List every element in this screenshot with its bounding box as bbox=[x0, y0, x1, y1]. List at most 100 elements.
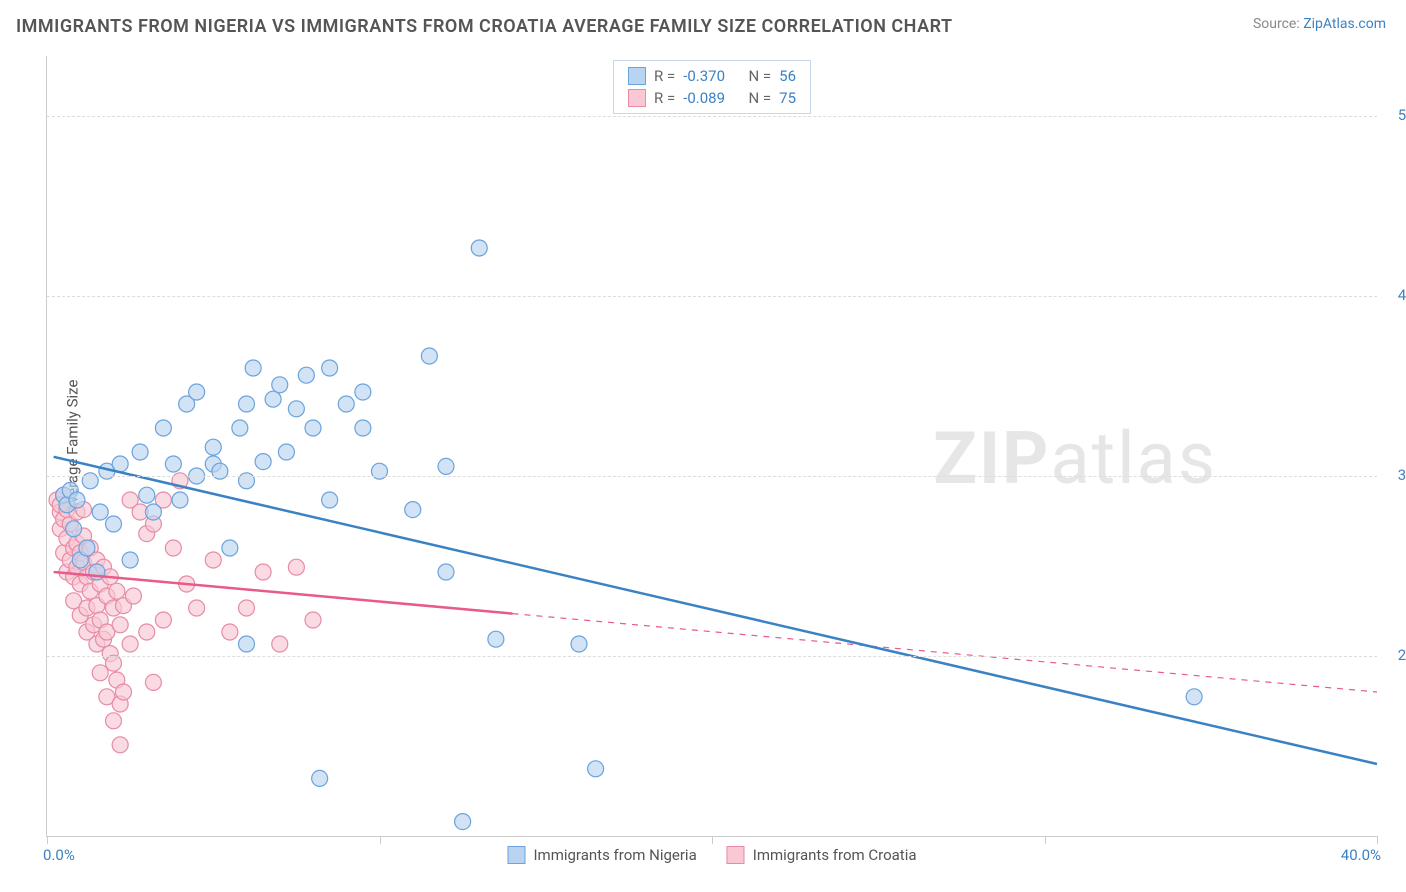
legend-label-croatia: Immigrants from Croatia bbox=[753, 846, 917, 864]
scatter-point-nigeria bbox=[239, 396, 255, 412]
scatter-point-nigeria bbox=[312, 770, 328, 786]
scatter-point-croatia bbox=[305, 612, 321, 628]
scatter-point-nigeria bbox=[438, 458, 454, 474]
source-label: Source: bbox=[1253, 16, 1300, 32]
legend-item-nigeria: Immigrants from Nigeria bbox=[507, 846, 696, 864]
scatter-point-nigeria bbox=[405, 502, 421, 518]
scatter-point-nigeria bbox=[232, 420, 248, 436]
r-label: R = bbox=[654, 89, 675, 107]
scatter-point-croatia bbox=[165, 540, 181, 556]
scatter-point-nigeria bbox=[338, 396, 354, 412]
source-link[interactable]: ZipAtlas.com bbox=[1303, 16, 1386, 32]
gridline bbox=[47, 116, 1377, 117]
gridline bbox=[47, 476, 1377, 477]
scatter-point-nigeria bbox=[588, 761, 604, 777]
scatter-point-nigeria bbox=[255, 454, 271, 470]
legend-item-croatia: Immigrants from Croatia bbox=[727, 846, 917, 864]
r-value-nigeria: -0.370 bbox=[683, 67, 725, 85]
scatter-point-nigeria bbox=[79, 540, 95, 556]
scatter-point-nigeria bbox=[355, 384, 371, 400]
y-tick-label: 2.75 bbox=[1398, 646, 1406, 664]
scatter-point-nigeria bbox=[1186, 689, 1202, 705]
plot-svg bbox=[47, 56, 1377, 836]
scatter-point-croatia bbox=[106, 713, 122, 729]
x-tick bbox=[47, 836, 48, 844]
scatter-point-croatia bbox=[205, 552, 221, 568]
scatter-point-croatia bbox=[288, 559, 304, 575]
scatter-point-croatia bbox=[112, 617, 128, 633]
n-value-croatia: 75 bbox=[779, 89, 796, 107]
scatter-point-croatia bbox=[222, 624, 238, 640]
scatter-point-nigeria bbox=[322, 492, 338, 508]
scatter-point-nigeria bbox=[421, 348, 437, 364]
scatter-point-nigeria bbox=[455, 814, 471, 830]
correlation-row-croatia: R = -0.089 N = 75 bbox=[628, 87, 796, 109]
scatter-point-nigeria bbox=[139, 487, 155, 503]
y-tick-label: 3.50 bbox=[1398, 466, 1406, 484]
scatter-point-nigeria bbox=[571, 636, 587, 652]
scatter-point-nigeria bbox=[132, 444, 148, 460]
n-value-nigeria: 56 bbox=[779, 67, 796, 85]
series-legend: Immigrants from Nigeria Immigrants from … bbox=[507, 846, 916, 864]
chart-container: IMMIGRANTS FROM NIGERIA VS IMMIGRANTS FR… bbox=[0, 0, 1406, 892]
scatter-point-croatia bbox=[189, 600, 205, 616]
scatter-point-nigeria bbox=[205, 439, 221, 455]
scatter-point-nigeria bbox=[92, 504, 108, 520]
chart-title: IMMIGRANTS FROM NIGERIA VS IMMIGRANTS FR… bbox=[16, 16, 953, 37]
scatter-point-nigeria bbox=[69, 492, 85, 508]
scatter-point-croatia bbox=[139, 624, 155, 640]
scatter-point-nigeria bbox=[438, 564, 454, 580]
scatter-point-nigeria bbox=[189, 384, 205, 400]
source-attribution: Source: ZipAtlas.com bbox=[1253, 16, 1386, 32]
scatter-point-nigeria bbox=[145, 504, 161, 520]
x-tick bbox=[380, 836, 381, 844]
swatch-croatia bbox=[727, 846, 745, 864]
y-tick-label: 4.25 bbox=[1398, 286, 1406, 304]
swatch-croatia bbox=[628, 89, 646, 107]
scatter-point-croatia bbox=[106, 655, 122, 671]
scatter-point-croatia bbox=[125, 588, 141, 604]
swatch-nigeria bbox=[628, 67, 646, 85]
scatter-point-croatia bbox=[122, 636, 138, 652]
gridline bbox=[47, 296, 1377, 297]
scatter-point-nigeria bbox=[122, 552, 138, 568]
scatter-point-nigeria bbox=[278, 444, 294, 460]
n-label: N = bbox=[748, 89, 771, 107]
r-label: R = bbox=[654, 67, 675, 85]
scatter-point-nigeria bbox=[106, 516, 122, 532]
scatter-point-nigeria bbox=[112, 456, 128, 472]
scatter-point-nigeria bbox=[155, 420, 171, 436]
x-tick bbox=[1045, 836, 1046, 844]
scatter-point-nigeria bbox=[165, 456, 181, 472]
plot-area: ZIPatlas R = -0.370 N = 56 R = -0.089 N … bbox=[46, 56, 1377, 837]
scatter-point-croatia bbox=[109, 583, 125, 599]
x-axis-max-label: 40.0% bbox=[1341, 846, 1381, 864]
scatter-point-nigeria bbox=[355, 420, 371, 436]
x-axis-min-label: 0.0% bbox=[43, 846, 75, 864]
scatter-point-nigeria bbox=[298, 367, 314, 383]
scatter-point-nigeria bbox=[488, 631, 504, 647]
r-value-croatia: -0.089 bbox=[683, 89, 725, 107]
scatter-point-nigeria bbox=[172, 492, 188, 508]
scatter-point-croatia bbox=[92, 665, 108, 681]
scatter-point-croatia bbox=[239, 600, 255, 616]
n-label: N = bbox=[748, 67, 771, 85]
scatter-point-nigeria bbox=[265, 391, 281, 407]
y-tick-label: 5.00 bbox=[1398, 106, 1406, 124]
scatter-point-croatia bbox=[272, 636, 288, 652]
x-tick bbox=[712, 836, 713, 844]
x-tick bbox=[1377, 836, 1378, 844]
scatter-point-nigeria bbox=[66, 521, 82, 537]
scatter-point-nigeria bbox=[222, 540, 238, 556]
scatter-point-croatia bbox=[155, 612, 171, 628]
scatter-point-croatia bbox=[255, 564, 271, 580]
swatch-nigeria bbox=[507, 846, 525, 864]
gridline bbox=[47, 656, 1377, 657]
correlation-row-nigeria: R = -0.370 N = 56 bbox=[628, 65, 796, 87]
correlation-legend: R = -0.370 N = 56 R = -0.089 N = 75 bbox=[613, 60, 811, 114]
scatter-point-nigeria bbox=[272, 377, 288, 393]
scatter-point-nigeria bbox=[305, 420, 321, 436]
scatter-point-croatia bbox=[145, 674, 161, 690]
scatter-point-nigeria bbox=[239, 636, 255, 652]
scatter-point-nigeria bbox=[288, 401, 304, 417]
